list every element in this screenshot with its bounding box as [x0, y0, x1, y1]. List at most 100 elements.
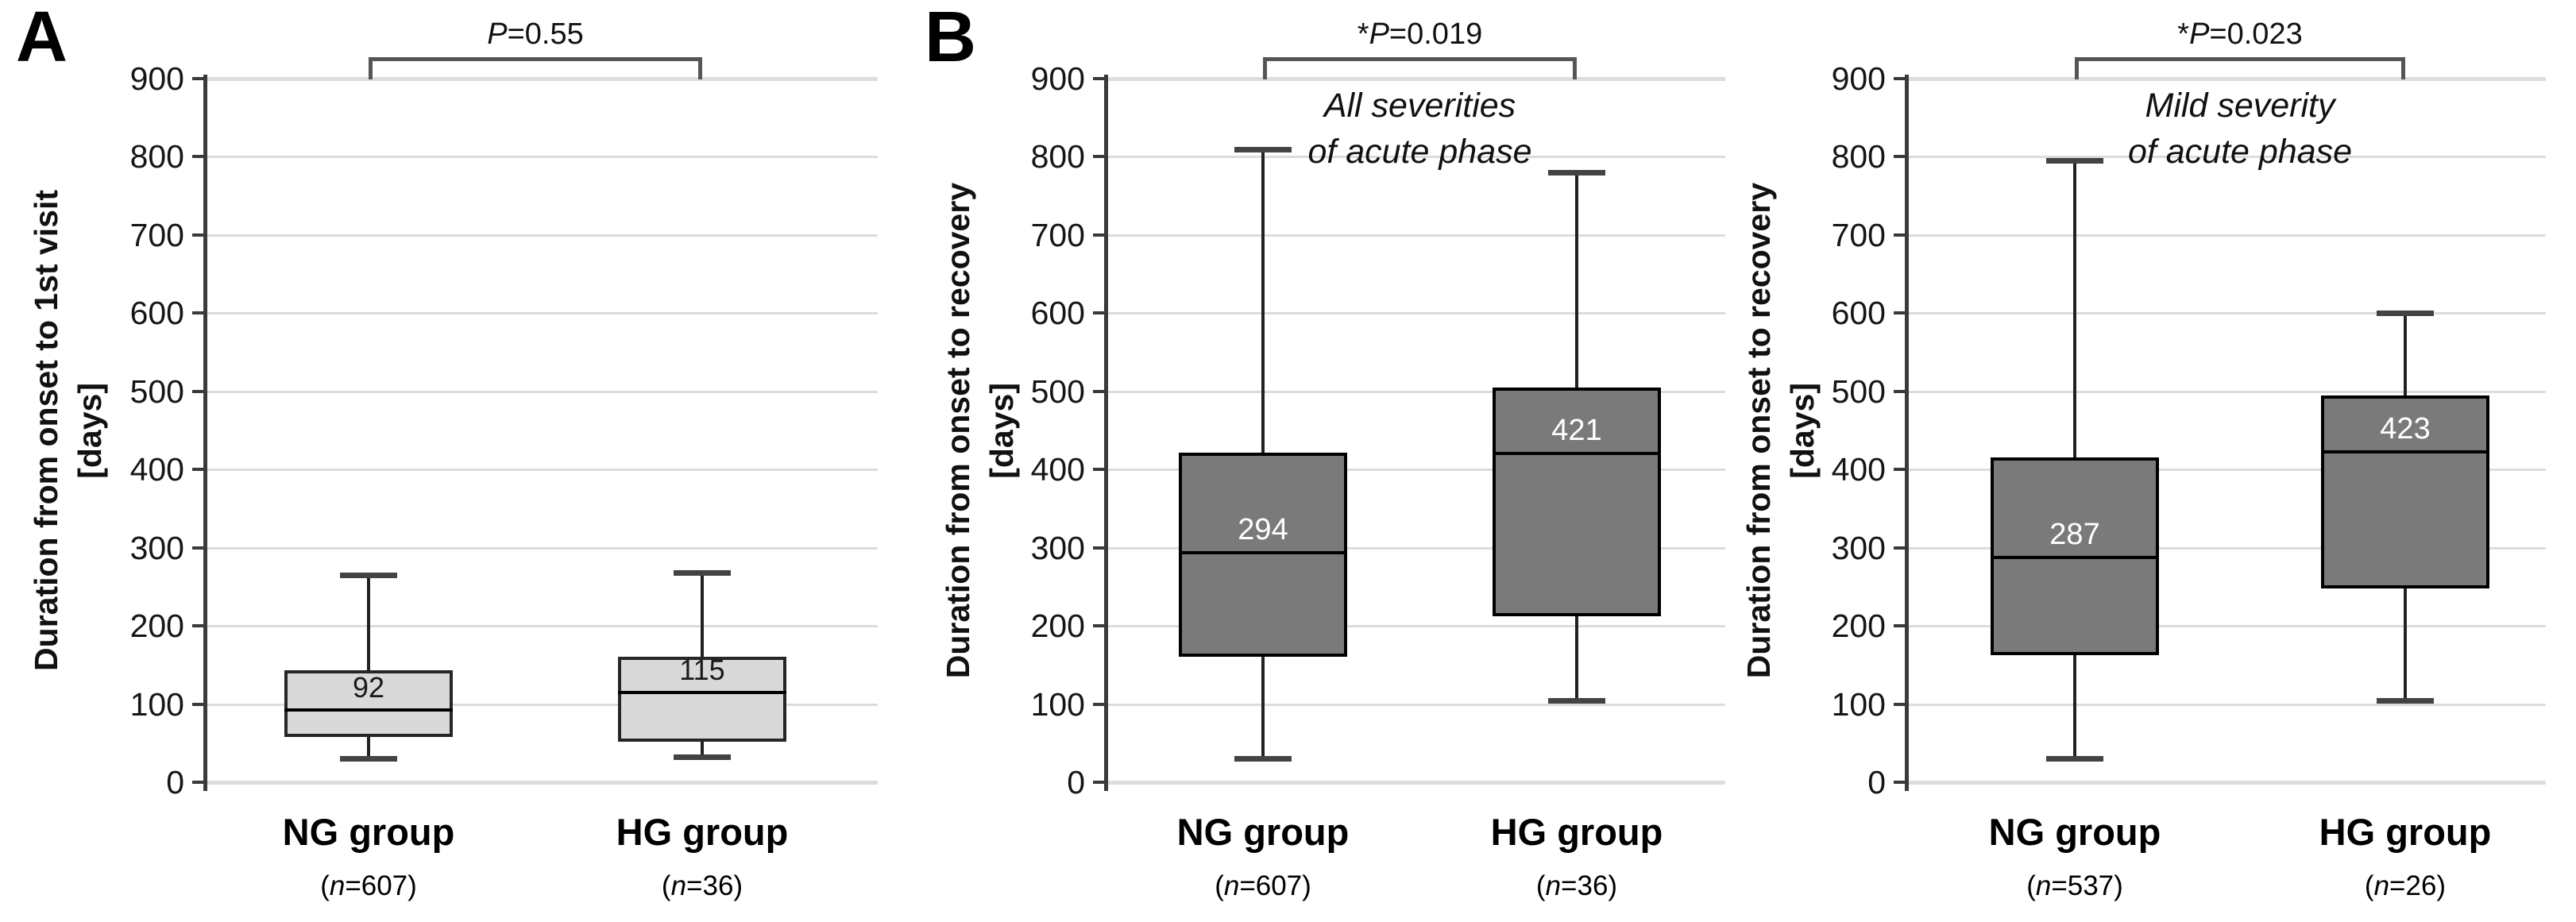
y-axis-title-block-b-left: Duration from onset to recovery [days]: [934, 79, 1026, 782]
significance-bracket-tick-right: [2401, 57, 2405, 79]
gridline-100: [205, 703, 878, 706]
gridline-0: [205, 781, 878, 785]
significance-bracket-bar: [2075, 57, 2405, 61]
gridline-900: [1106, 77, 1725, 81]
y-axis-tick: [1093, 546, 1106, 550]
y-axis-tick: [192, 77, 205, 80]
y-axis-line: [1104, 75, 1108, 791]
n-label: (n=607): [1215, 870, 1311, 901]
median-value-label: 423: [2380, 411, 2431, 446]
y-tick-label: 400: [1030, 451, 1085, 488]
y-axis-tick: [1894, 311, 1906, 315]
significance-bracket-tick-left: [1263, 57, 1267, 79]
y-tick-label: 600: [1030, 295, 1085, 332]
box-ng-group: [1179, 452, 1347, 658]
median-value-label: 287: [2049, 518, 2100, 552]
gridline-200: [1906, 625, 2546, 628]
n-label: (n=36): [661, 870, 743, 901]
whisker-cap-upper: [1234, 146, 1292, 152]
median-line: [618, 690, 786, 694]
y-axis-line: [203, 75, 207, 791]
gridline-900: [1906, 77, 2546, 81]
y-axis-line: [1905, 75, 1909, 791]
gridline-700: [1906, 233, 2546, 237]
n-label: (n=36): [1535, 870, 1618, 901]
gridline-100: [1906, 703, 2546, 706]
gridline-500: [1906, 390, 2546, 393]
group-label: HG group: [2319, 811, 2492, 853]
p-value-label: *P=0.023: [2177, 17, 2303, 51]
y-axis-tick: [1093, 468, 1106, 472]
subgroup-annotation-line: of acute phase: [1307, 133, 1532, 171]
gridline-600: [1106, 312, 1725, 315]
whisker-cap-upper: [1548, 170, 1605, 176]
y-tick-label: 900: [1831, 60, 1886, 97]
y-tick-label: 600: [129, 295, 184, 332]
gridline-700: [205, 233, 878, 237]
y-axis-tick: [1093, 233, 1106, 237]
median-line: [2321, 449, 2489, 453]
y-axis-tick: [1894, 389, 1906, 393]
significance-bracket-bar: [1263, 57, 1577, 61]
median-value-label: 92: [352, 671, 385, 704]
y-axis-tick: [192, 468, 205, 472]
y-tick-label: 700: [1831, 216, 1886, 253]
y-axis-tick: [1093, 155, 1106, 159]
y-tick-label: 0: [1867, 764, 1886, 800]
y-axis-tick: [1093, 311, 1106, 315]
subgroup-annotation-line: All severities: [1323, 87, 1516, 125]
whisker-cap-lower: [2046, 756, 2103, 762]
gridline-600: [205, 312, 878, 315]
gridline-0: [1106, 781, 1725, 785]
gridline-200: [205, 625, 878, 628]
gridline-800: [1106, 156, 1725, 159]
y-axis-tick: [1894, 77, 1906, 80]
box-hg-group: [2321, 395, 2489, 588]
box-hg-group: [618, 657, 786, 742]
y-axis-tick: [1093, 781, 1106, 784]
whisker-cap-upper: [2377, 311, 2434, 317]
median-value-label: 421: [1551, 413, 1602, 447]
y-tick-label: 900: [1030, 60, 1085, 97]
y-tick-label: 300: [1030, 529, 1085, 566]
n-label: (n=607): [320, 870, 417, 901]
gridline-300: [205, 546, 878, 550]
median-line: [1179, 550, 1347, 554]
box-hg-group: [1493, 387, 1661, 617]
whisker-cap-lower: [1548, 697, 1605, 704]
significance-bracket-tick-right: [698, 57, 702, 79]
p-value-label: P=0.55: [487, 17, 584, 51]
y-tick-label: 100: [1030, 685, 1085, 723]
y-axis-title-block-a: Duration from onset to 1st visit [days]: [22, 79, 114, 782]
gridline-300: [1906, 546, 2546, 550]
n-label: (n=537): [2026, 870, 2123, 901]
box-ng-group: [284, 670, 453, 737]
y-tick-label: 400: [1831, 451, 1886, 488]
y-tick-label: 0: [166, 764, 184, 800]
group-label: NG group: [1176, 811, 1350, 853]
y-axis-tick: [1894, 155, 1906, 159]
y-axis-tick: [1894, 624, 1906, 628]
y-axis-tick: [192, 624, 205, 628]
median-line: [284, 708, 453, 712]
gridline-900: [205, 77, 878, 81]
panel-b-letter: B: [925, 0, 976, 77]
y-tick-label: 700: [129, 216, 184, 253]
whisker-cap-upper: [674, 570, 731, 577]
whisker-cap-lower: [2377, 697, 2434, 704]
y-axis-tick: [192, 233, 205, 237]
gridline-700: [1106, 233, 1725, 237]
y-tick-label: 500: [129, 372, 184, 410]
gridline-800: [1906, 156, 2546, 159]
group-label: HG group: [1490, 811, 1663, 853]
group-label: NG group: [282, 811, 455, 853]
gridline-300: [1106, 546, 1725, 550]
y-tick-label: 100: [129, 685, 184, 723]
gridline-400: [1106, 469, 1725, 472]
significance-bracket-tick-left: [2075, 57, 2079, 79]
y-axis-tick: [1093, 624, 1106, 628]
y-axis-tick: [192, 781, 205, 784]
y-axis-tick: [1093, 77, 1106, 80]
whisker-cap-lower: [1234, 756, 1292, 762]
significance-bracket-tick-left: [369, 57, 373, 79]
